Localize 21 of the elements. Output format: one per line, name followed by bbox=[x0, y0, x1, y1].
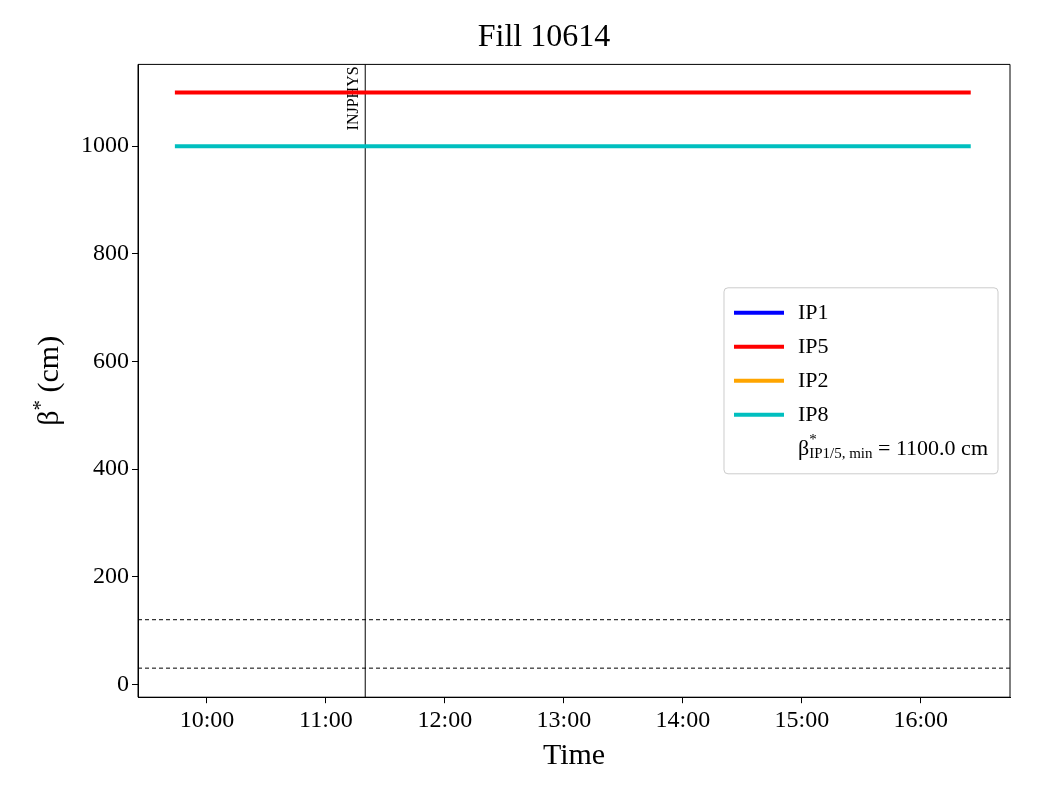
x-tick-label: 11:00 bbox=[299, 705, 353, 732]
y-tick-label: 800 bbox=[93, 239, 129, 266]
y-tick-label: 600 bbox=[93, 346, 129, 373]
x-tick-label: 13:00 bbox=[536, 705, 592, 732]
legend-label: IP8 bbox=[798, 400, 829, 426]
y-tick-label: 0 bbox=[117, 669, 129, 696]
ref-line-label: INJPHYS bbox=[344, 66, 362, 131]
legend-label: IP1 bbox=[798, 298, 829, 324]
legend-label: IP2 bbox=[798, 366, 829, 392]
x-tick-label: 15:00 bbox=[774, 705, 830, 732]
x-tick-label: 10:00 bbox=[179, 705, 235, 732]
x-tick-label: 12:00 bbox=[417, 705, 473, 732]
legend-label: IP5 bbox=[798, 332, 829, 358]
x-axis-title: Time bbox=[542, 736, 606, 770]
y-axis-title: β* (cm) bbox=[27, 335, 65, 426]
x-tick-label: 14:00 bbox=[655, 705, 711, 732]
y-tick-label: 400 bbox=[93, 454, 129, 481]
x-tick-label: 16:00 bbox=[893, 705, 949, 732]
y-tick-label: 1000 bbox=[81, 131, 129, 158]
chart-title: Fill 10614 bbox=[477, 16, 611, 53]
y-tick-label: 200 bbox=[93, 561, 129, 588]
